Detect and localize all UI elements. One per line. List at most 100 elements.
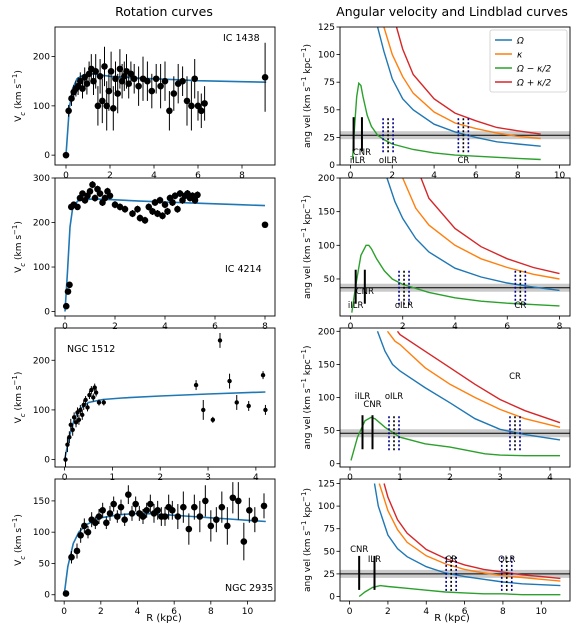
curve-Ω + κ/2 <box>383 483 561 580</box>
resonance-label: CR <box>514 301 526 311</box>
data-point <box>246 403 251 409</box>
galaxy-name: IC 4214 <box>225 264 262 275</box>
data-point <box>217 338 223 343</box>
data-point <box>89 387 94 393</box>
data-point <box>193 382 199 388</box>
data-point <box>246 506 253 514</box>
data-point <box>74 203 81 211</box>
data-point <box>176 190 184 197</box>
data-point <box>92 68 99 75</box>
data-point <box>116 65 124 73</box>
y-tick-label: 125 <box>318 23 335 33</box>
data-point <box>99 506 106 514</box>
data-point <box>106 192 114 200</box>
data-point <box>141 216 149 224</box>
y-tick-label: 0 <box>329 460 335 470</box>
data-point <box>62 302 70 310</box>
plot-area <box>62 42 269 159</box>
data-point <box>75 410 80 415</box>
data-point <box>89 181 96 188</box>
legend-label: Ω <box>516 37 524 47</box>
data-point <box>213 516 220 523</box>
y-tick-label: 0 <box>329 161 335 171</box>
y-tick-label: 100 <box>33 263 50 273</box>
data-point <box>130 75 138 83</box>
curve-Ω <box>376 331 561 441</box>
y-axis-label: Vc (km s−1) <box>11 514 27 566</box>
data-point <box>92 519 99 527</box>
data-point <box>81 522 88 530</box>
plot-area <box>340 27 570 161</box>
y-tick-label: 50 <box>324 427 336 437</box>
data-point <box>121 205 129 213</box>
y-tick-label: 0 <box>44 591 50 601</box>
resonance-label: oILR <box>379 156 397 166</box>
data-point <box>207 522 215 530</box>
data-point <box>70 427 75 432</box>
data-point <box>227 378 232 384</box>
x-tick-label: 2 <box>98 607 104 617</box>
x-tick-label: 2 <box>389 171 395 181</box>
right-x-axis-label: R (kpc) <box>434 613 470 624</box>
x-tick-label: 6 <box>462 607 468 617</box>
x-tick-label: 8 <box>262 322 268 332</box>
curve-Ω − κ/2 <box>350 416 560 461</box>
y-axis-label: ang vel (km s−1 kpc−1) <box>300 44 313 148</box>
y-tick-label: 100 <box>318 502 335 512</box>
x-tick-label: 2 <box>400 322 406 332</box>
plot-area <box>340 178 570 313</box>
x-tick-label: 0 <box>347 607 353 617</box>
data-point <box>194 102 202 110</box>
x-tick-label: 0 <box>348 322 354 332</box>
data-point <box>154 506 161 514</box>
data-point <box>149 208 156 215</box>
curve-κ <box>378 483 561 582</box>
panel-rotation-ngc1512: 0 1 2 3 4 0 100 200 Vc (km s−1) NGC 1512 <box>11 327 276 483</box>
data-point <box>154 210 161 217</box>
x-tick-label: 4 <box>253 473 259 483</box>
data-point <box>101 194 109 202</box>
data-point <box>260 372 266 378</box>
x-tick-label: 4 <box>431 171 437 181</box>
data-point <box>86 188 94 195</box>
data-point <box>83 397 88 403</box>
y-axis-label: Vc (km s−1) <box>11 221 27 273</box>
resonance-label: oILR <box>385 392 403 402</box>
data-point <box>170 90 178 97</box>
y-tick-label: 100 <box>318 51 335 61</box>
legend: Ωκ Ω − κ/2 Ω + κ/2 <box>489 29 568 93</box>
left-column-title: Rotation curves <box>115 4 213 19</box>
galaxy-name: IC 1438 <box>223 33 260 44</box>
data-point <box>64 288 72 295</box>
data-point <box>68 553 75 561</box>
x-tick-label: 1 <box>397 473 403 483</box>
curve-Ω + κ/2 <box>420 178 560 275</box>
curve-Ω − κ/2 <box>351 244 560 313</box>
data-point <box>114 90 121 97</box>
data-point <box>202 497 209 505</box>
data-point <box>101 400 106 405</box>
data-point <box>114 513 121 520</box>
x-tick-label: 6 <box>195 171 201 181</box>
data-point <box>85 405 90 410</box>
y-tick-label: 50 <box>324 275 336 285</box>
plot-area <box>63 332 268 467</box>
x-tick-label: 3 <box>205 473 211 483</box>
resonance-label: CNR <box>356 287 374 297</box>
data-point <box>94 102 102 110</box>
data-point <box>73 420 79 425</box>
data-point <box>156 196 164 204</box>
right-column-title: Angular velocity and Lindblad curves <box>336 4 568 19</box>
axes-frame <box>54 327 276 468</box>
data-point <box>103 102 110 110</box>
resonance-label: CNR <box>363 400 381 410</box>
data-point <box>84 528 92 536</box>
data-point <box>166 107 173 115</box>
x-tick-label: 6 <box>212 322 218 332</box>
data-point <box>91 395 96 400</box>
y-tick-label: 200 <box>318 174 335 184</box>
axes-frame <box>54 177 276 317</box>
resonance-label: iILR <box>350 156 366 166</box>
